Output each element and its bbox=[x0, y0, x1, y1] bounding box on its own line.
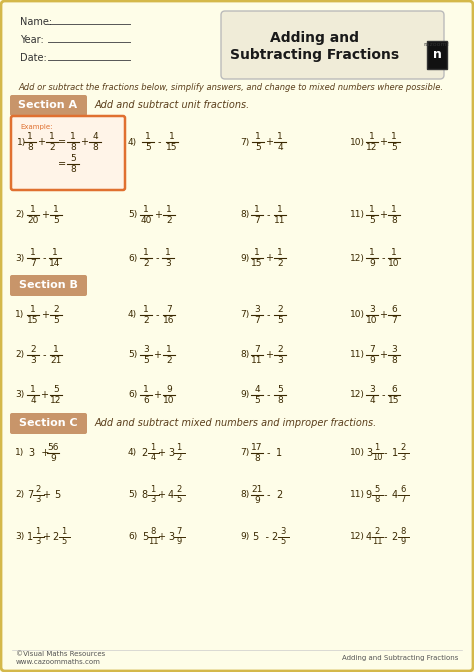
Text: 5: 5 bbox=[54, 490, 60, 500]
Text: Year:: Year: bbox=[20, 35, 44, 45]
Text: 4): 4) bbox=[128, 448, 137, 458]
Text: 3: 3 bbox=[35, 495, 41, 505]
Text: 1: 1 bbox=[30, 305, 36, 314]
Text: 40: 40 bbox=[140, 216, 152, 225]
Text: +: + bbox=[37, 137, 45, 147]
Text: +: + bbox=[265, 253, 273, 263]
Text: 9): 9) bbox=[240, 532, 249, 542]
Text: 3: 3 bbox=[168, 448, 174, 458]
FancyBboxPatch shape bbox=[11, 116, 125, 190]
Text: 1: 1 bbox=[369, 132, 375, 141]
Text: +: + bbox=[157, 532, 165, 542]
Text: -: - bbox=[381, 390, 385, 400]
Text: 4: 4 bbox=[254, 385, 260, 394]
Text: 11: 11 bbox=[251, 356, 263, 365]
Text: 5: 5 bbox=[255, 143, 261, 152]
Text: 5: 5 bbox=[277, 316, 283, 325]
Text: 10): 10) bbox=[350, 448, 365, 458]
Text: 6: 6 bbox=[391, 305, 397, 314]
Text: -: - bbox=[266, 210, 270, 220]
Text: 1: 1 bbox=[276, 448, 282, 458]
Text: Add and subtract mixed numbers and improper fractions.: Add and subtract mixed numbers and impro… bbox=[95, 418, 377, 428]
Text: 11): 11) bbox=[350, 491, 365, 499]
Text: +: + bbox=[154, 210, 162, 220]
Text: 2: 2 bbox=[53, 532, 59, 542]
Text: 7: 7 bbox=[176, 528, 182, 536]
Text: Date:: Date: bbox=[20, 53, 47, 63]
Text: 1: 1 bbox=[70, 132, 76, 141]
Text: 1: 1 bbox=[369, 205, 375, 214]
Text: 6: 6 bbox=[143, 396, 149, 405]
Text: -: - bbox=[266, 310, 270, 320]
FancyBboxPatch shape bbox=[221, 11, 444, 79]
Text: 15: 15 bbox=[388, 396, 400, 405]
Text: +: + bbox=[42, 532, 50, 542]
Text: +: + bbox=[40, 390, 48, 400]
Text: 16: 16 bbox=[163, 316, 175, 325]
Text: -: - bbox=[383, 448, 387, 458]
Text: 6: 6 bbox=[401, 485, 406, 495]
Text: 11: 11 bbox=[148, 538, 158, 546]
Text: 2: 2 bbox=[143, 259, 149, 268]
Text: 2: 2 bbox=[49, 143, 55, 152]
Text: 3: 3 bbox=[366, 448, 372, 458]
Text: 15: 15 bbox=[166, 143, 178, 152]
Text: 1: 1 bbox=[143, 385, 149, 394]
Text: 9: 9 bbox=[176, 538, 182, 546]
Text: 4: 4 bbox=[392, 490, 398, 500]
Text: 2): 2) bbox=[15, 491, 24, 499]
Text: 1: 1 bbox=[392, 448, 398, 458]
Text: 1: 1 bbox=[277, 205, 283, 214]
Text: 4: 4 bbox=[92, 132, 98, 141]
Text: 9: 9 bbox=[369, 259, 375, 268]
Text: 10: 10 bbox=[372, 454, 382, 462]
Text: 3  +: 3 + bbox=[29, 448, 49, 458]
Text: 1: 1 bbox=[254, 248, 260, 257]
Text: 2: 2 bbox=[401, 444, 406, 452]
Text: 1: 1 bbox=[374, 444, 380, 452]
Text: 5: 5 bbox=[374, 485, 380, 495]
Text: -: - bbox=[266, 490, 270, 500]
Text: 11): 11) bbox=[350, 210, 365, 220]
Text: 5: 5 bbox=[176, 495, 182, 505]
Text: 8: 8 bbox=[391, 216, 397, 225]
Text: 1: 1 bbox=[391, 205, 397, 214]
Text: 15: 15 bbox=[251, 259, 263, 268]
Text: 5: 5 bbox=[254, 396, 260, 405]
Text: 8: 8 bbox=[374, 495, 380, 505]
Text: -: - bbox=[155, 310, 159, 320]
Text: 3: 3 bbox=[369, 305, 375, 314]
Text: 1: 1 bbox=[27, 532, 33, 542]
Text: -: - bbox=[383, 490, 387, 500]
Text: 1): 1) bbox=[17, 138, 26, 146]
Text: 7: 7 bbox=[254, 345, 260, 354]
Text: 7): 7) bbox=[240, 138, 249, 146]
Text: 10: 10 bbox=[366, 316, 378, 325]
Text: +: + bbox=[41, 310, 49, 320]
Text: n: n bbox=[433, 48, 441, 62]
Text: 3: 3 bbox=[35, 538, 41, 546]
Text: +: + bbox=[379, 210, 387, 220]
Text: 3: 3 bbox=[143, 345, 149, 354]
Text: 10): 10) bbox=[350, 138, 365, 146]
Text: 5: 5 bbox=[53, 316, 59, 325]
Text: 9: 9 bbox=[50, 454, 56, 463]
Text: Adding and Subtracting Fractions: Adding and Subtracting Fractions bbox=[342, 655, 458, 661]
Text: 15: 15 bbox=[27, 316, 39, 325]
Text: 5: 5 bbox=[53, 385, 59, 394]
Text: 5): 5) bbox=[128, 491, 137, 499]
FancyBboxPatch shape bbox=[10, 413, 87, 434]
Text: 3): 3) bbox=[15, 390, 24, 399]
Text: 8): 8) bbox=[240, 491, 249, 499]
Text: ©Visual Maths Resources
www.cazoommaths.com: ©Visual Maths Resources www.cazoommaths.… bbox=[16, 650, 105, 665]
Text: 1): 1) bbox=[15, 448, 24, 458]
Text: 1: 1 bbox=[30, 385, 36, 394]
Text: -: - bbox=[383, 532, 387, 542]
Text: +: + bbox=[42, 490, 50, 500]
Text: 4: 4 bbox=[150, 454, 155, 462]
Text: 5: 5 bbox=[277, 385, 283, 394]
Text: 1: 1 bbox=[36, 528, 41, 536]
Text: 1: 1 bbox=[53, 205, 59, 214]
Text: Section A: Section A bbox=[18, 100, 78, 110]
